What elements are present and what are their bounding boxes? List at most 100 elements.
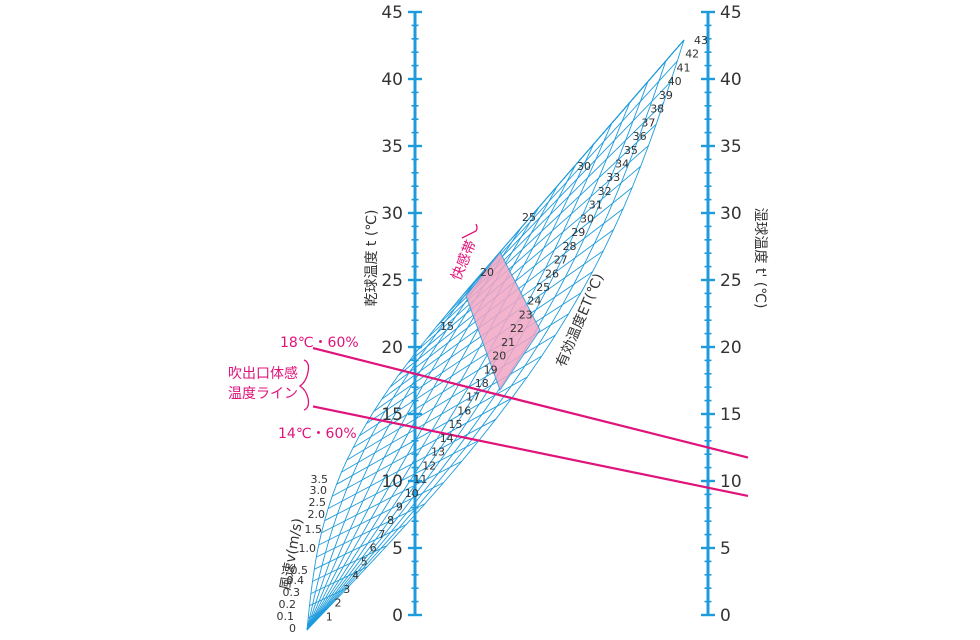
et-scale-label: 6 xyxy=(370,542,377,555)
et-scale-label: 18 xyxy=(475,377,489,390)
bracket-brace xyxy=(298,359,310,411)
bracket-label-line2: 温度ライン xyxy=(228,386,298,402)
wind-speed-label: 2.0 xyxy=(308,508,326,521)
left-axis-tick-label: 20 xyxy=(381,338,403,358)
right-axis-tick-label: 0 xyxy=(720,606,731,626)
comfort-zone-label: 快感帯 xyxy=(448,238,480,283)
et-scale-label: 34 xyxy=(615,158,629,171)
comfort-zone xyxy=(465,251,541,392)
et-scale-label: 31 xyxy=(589,199,603,212)
comfort-zone-area xyxy=(465,251,541,392)
et-scale-label: 38 xyxy=(650,103,664,116)
et-scale-label: 37 xyxy=(641,116,655,129)
wind-grid-line xyxy=(306,60,667,631)
right-axis-tick-label: 15 xyxy=(720,405,742,425)
right-axis-tick-label: 30 xyxy=(720,204,742,224)
et-scale-label: 39 xyxy=(659,89,673,102)
wind-grid-line xyxy=(306,102,631,631)
et-scale-label: 29 xyxy=(571,226,585,239)
et-scale-label: 43 xyxy=(694,34,708,47)
wind-speed-label: 1.0 xyxy=(299,542,317,555)
wind-speed-label: 0.1 xyxy=(277,610,295,623)
wind-speed-label: 3.5 xyxy=(311,473,329,486)
wind-grid-line xyxy=(306,164,576,631)
et-scale-label: 1 xyxy=(326,610,333,623)
wind-grid-line xyxy=(306,268,486,631)
wind-speed-label: 0.5 xyxy=(291,564,309,577)
wind-grid-line xyxy=(306,248,504,631)
line-18-label: 18℃・60% xyxy=(280,335,359,351)
right-axis-title: 湿球温度 t' (℃) xyxy=(752,208,768,309)
right-axis-tick-label: 10 xyxy=(720,472,742,492)
wind-speed-label: 0.4 xyxy=(287,574,305,587)
left-axis-title: 乾球温度 t (℃) xyxy=(364,209,380,306)
right-axis-tick-label: 25 xyxy=(720,271,742,291)
effective-temp-title: 有効温度ET(℃) xyxy=(553,271,607,369)
labels: 乾球温度 t (℃) 湿球温度 t' (℃) 風速v(m/s) 有効温度ET(℃… xyxy=(228,34,768,635)
condition-line-0 xyxy=(312,347,749,459)
et-scale-label: 30 xyxy=(580,212,594,225)
et-scale-label: 11 xyxy=(413,473,427,486)
et-scale-label: 32 xyxy=(598,185,612,198)
et-scale-label: 27 xyxy=(554,254,568,267)
right-axis-tick-label: 40 xyxy=(720,70,742,90)
left-axis-tick-label: 15 xyxy=(381,405,403,425)
right-axis-tick-label: 5 xyxy=(720,539,731,559)
et-scale-label: 7 xyxy=(378,528,385,541)
et-scale-label: 19 xyxy=(484,363,498,376)
et-scale-label: 20 xyxy=(492,350,506,363)
et-scale-label: 4 xyxy=(352,569,359,582)
apex-fan-line xyxy=(656,39,685,72)
et-scale-label: 22 xyxy=(510,322,524,335)
left-axis-tick-label: 10 xyxy=(381,472,403,492)
right-axis-tick-label: 20 xyxy=(720,338,742,358)
et-scale-label: 9 xyxy=(396,501,403,514)
et-scale-label: 10 xyxy=(405,487,419,500)
et-scale-label: 12 xyxy=(422,459,436,472)
et-scale-label: 23 xyxy=(519,308,533,321)
et-scale-label: 24 xyxy=(527,295,541,308)
wind-speed-label: 0.3 xyxy=(283,586,301,599)
left-axis-tick-label: 25 xyxy=(381,271,403,291)
et-scale-label: 5 xyxy=(361,555,368,568)
wind-grid-line xyxy=(306,123,613,631)
axes: 0 5 10 15 20 25 30 35 40 45 0 5 10 15 20 25 30 35 40 45 xyxy=(381,3,741,626)
et-scale-label: 28 xyxy=(563,240,577,253)
left-axis-tick-label: 40 xyxy=(381,70,403,90)
et-upper-label: 15 xyxy=(440,320,454,333)
et-scale-label: 15 xyxy=(449,418,463,431)
et-scale-label: 40 xyxy=(668,75,682,88)
condition-line-1 xyxy=(312,405,749,497)
left-axis-tick-label: 30 xyxy=(381,204,403,224)
right-axis-tick-label: 35 xyxy=(720,137,742,157)
left-axis-tick-label: 45 xyxy=(381,3,403,23)
line-14-label: 14℃・60% xyxy=(278,426,357,442)
et-scale-label: 36 xyxy=(633,130,647,143)
et-upper-label: 20 xyxy=(480,266,494,279)
left-axis-tick-label: 35 xyxy=(381,137,403,157)
et-scale-label: 16 xyxy=(457,405,471,418)
wind-grid-line xyxy=(306,39,685,631)
et-scale-label: 13 xyxy=(431,446,445,459)
left-axis-tick-label: 0 xyxy=(392,606,403,626)
wind-grid-line xyxy=(306,185,558,631)
et-scale-label: 21 xyxy=(501,336,515,349)
wind-speed-label: 3.0 xyxy=(310,484,328,497)
et-scale-label: 35 xyxy=(624,144,638,157)
et-upper-label: 25 xyxy=(522,211,536,224)
et-scale-label: 8 xyxy=(387,514,394,527)
wind-speed-label: 0 xyxy=(289,622,296,635)
et-upper-label: 30 xyxy=(577,160,591,173)
et-scale-label: 33 xyxy=(606,171,620,184)
et-scale-label: 26 xyxy=(545,267,559,280)
wind-speed-label: 0.2 xyxy=(279,598,297,611)
et-scale-label: 42 xyxy=(685,48,699,61)
et-scale-label: 2 xyxy=(335,597,342,610)
wind-speed-label: 2.5 xyxy=(309,496,327,509)
et-scale-label: 3 xyxy=(343,583,350,596)
et-scale-label: 14 xyxy=(440,432,454,445)
et-scale-label: 41 xyxy=(677,61,691,74)
comfort-brace xyxy=(461,223,478,239)
bracket-label-line1: 吹出口体感 xyxy=(228,365,298,382)
